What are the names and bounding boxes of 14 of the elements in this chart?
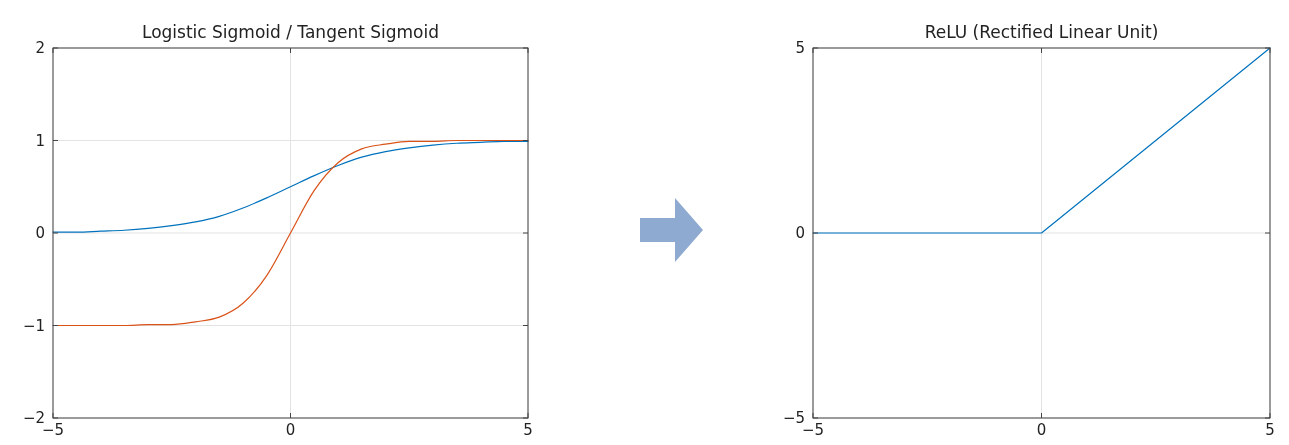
x-tick-label: 0 <box>1036 421 1047 439</box>
x-tick-label: 5 <box>1265 421 1275 439</box>
y-tick-label: 0 <box>35 224 45 243</box>
x-tick-label: 5 <box>523 421 533 439</box>
chart-title: ReLU (Rectified Linear Unit) <box>924 22 1159 42</box>
y-tick-label: −2 <box>22 409 45 428</box>
y-tick-label: −1 <box>22 316 45 335</box>
chart-title: Logistic Sigmoid / Tangent Sigmoid <box>141 22 440 42</box>
x-tick-label: 0 <box>285 421 296 439</box>
y-tick-label: 5 <box>795 39 805 58</box>
y-tick-label: 2 <box>35 39 45 58</box>
y-tick-label: 1 <box>35 131 45 150</box>
line-series <box>52 140 529 233</box>
y-tick-label: 0 <box>795 224 805 243</box>
